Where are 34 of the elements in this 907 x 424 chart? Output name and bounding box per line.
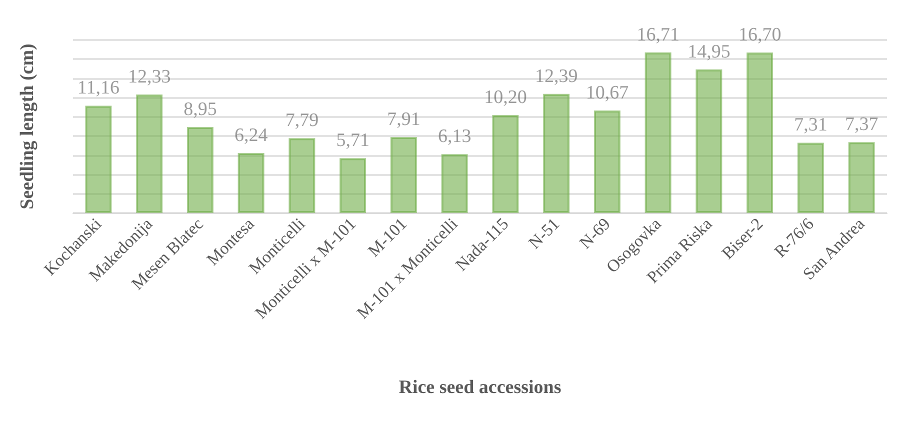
bar	[848, 142, 875, 213]
data-label: 16,71	[636, 24, 680, 46]
x-axis-title: Rice seed accessions	[398, 377, 562, 398]
bar	[186, 126, 214, 213]
bar	[441, 154, 468, 213]
data-label: 6,13	[438, 126, 472, 148]
bar	[644, 52, 672, 213]
data-label: 10,67	[586, 82, 629, 104]
data-label: 10,20	[484, 86, 527, 108]
bar	[340, 158, 366, 213]
bar	[288, 138, 316, 213]
data-label: 6,24	[234, 125, 268, 146]
bar	[85, 106, 112, 213]
bar	[492, 114, 519, 213]
data-label: 7,37	[844, 114, 878, 136]
data-label: 12,33	[128, 66, 171, 88]
data-label: 8,95	[184, 98, 217, 120]
bar	[797, 142, 824, 213]
bar	[390, 136, 417, 213]
bar	[696, 69, 722, 213]
bar	[594, 110, 620, 213]
data-label: 16,70	[738, 24, 782, 46]
data-label: 14,95	[688, 41, 730, 62]
data-label: 5,71	[336, 130, 370, 152]
data-label: 7,79	[285, 110, 319, 132]
data-label: 11,16	[77, 78, 120, 99]
bar	[136, 94, 163, 213]
data-label: 7,31	[794, 114, 828, 136]
y-axis-title: Seedling length (cm)	[17, 44, 38, 210]
bar	[543, 94, 570, 213]
bar	[746, 52, 774, 213]
data-label: 12,39	[534, 66, 578, 87]
data-label: 7,91	[387, 108, 420, 130]
bar	[238, 153, 264, 213]
